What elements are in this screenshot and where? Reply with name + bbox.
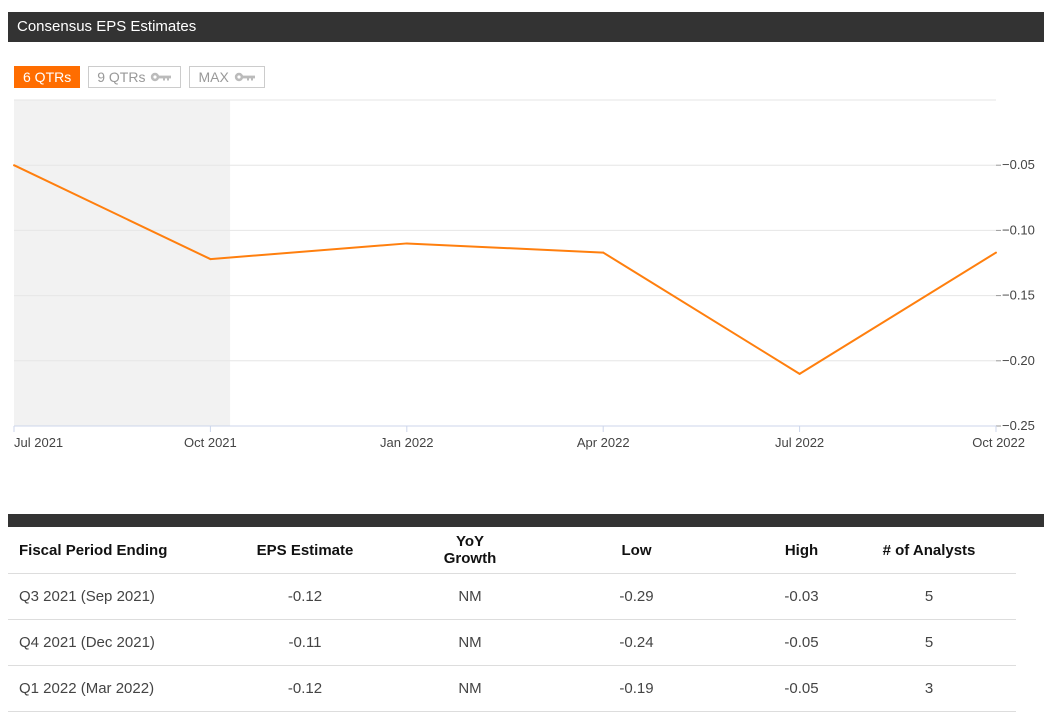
column-header-high: High <box>761 527 842 574</box>
yoy-growth-cell: NM <box>428 619 512 666</box>
data-point <box>995 251 997 254</box>
x-tick-label: Oct 2022 <box>972 435 1025 450</box>
low-cell: -0.24 <box>512 619 761 666</box>
range-button-9-qtrs[interactable]: 9 QTRs <box>88 66 182 88</box>
x-tick-label: Jul 2022 <box>775 435 824 450</box>
x-tick-label: Jan 2022 <box>380 435 434 450</box>
range-selector: 6 QTRs 9 QTRs MAX <box>14 66 265 88</box>
fiscal-period-cell: Q4 2021 (Dec 2021) <box>8 619 182 666</box>
column-header-fiscal-period: Fiscal Period Ending <box>8 527 182 574</box>
y-tick-label: −0.25 <box>1002 418 1035 433</box>
analysts-cell: 5 <box>842 573 1016 620</box>
chart-title: Consensus EPS Estimates <box>17 18 197 35</box>
key-icon <box>234 72 255 82</box>
column-header-yoy-growth: YoY Growth <box>428 527 512 574</box>
x-tick-label: Jul 2021 <box>14 435 63 450</box>
high-cell: -0.05 <box>761 619 842 666</box>
table-row: Q4 2021 (Dec 2021) -0.11 NM -0.24 -0.05 … <box>8 619 1016 666</box>
data-point <box>209 258 212 261</box>
column-header-analysts: # of Analysts <box>842 527 1016 574</box>
data-point <box>798 372 801 375</box>
series-line <box>13 164 997 375</box>
column-header-low: Low <box>512 527 761 574</box>
data-point <box>602 251 605 254</box>
fiscal-period-cell: Q3 2021 (Sep 2021) <box>8 573 182 620</box>
data-point <box>13 164 15 167</box>
range-button-label: MAX <box>198 69 229 85</box>
analysts-cell: 5 <box>842 619 1016 666</box>
y-tick-label: −0.15 <box>1002 288 1035 303</box>
analysts-cell: 3 <box>842 665 1016 712</box>
chart-header: Consensus EPS Estimates <box>8 12 1044 42</box>
table-row: Q1 2022 (Mar 2022) -0.12 NM -0.19 -0.05 … <box>8 665 1016 712</box>
eps-line-chart: −0.05 −0.10 −0.15 −0.20 −0.25 Jul 2021 Oct 202… <box>13 99 1035 450</box>
eps-estimate-cell: -0.12 <box>182 573 428 620</box>
range-button-label: 9 QTRs <box>97 69 146 85</box>
y-tick-label: −0.10 <box>1002 222 1035 237</box>
low-cell: -0.19 <box>512 665 761 712</box>
x-tick-label: Apr 2022 <box>577 435 630 450</box>
range-button-max[interactable]: MAX <box>189 66 265 88</box>
low-cell: -0.29 <box>512 573 761 620</box>
yoy-growth-cell: NM <box>428 665 512 712</box>
column-header-eps-estimate: EPS Estimate <box>182 527 428 574</box>
table-row: Q3 2021 (Sep 2021) -0.12 NM -0.29 -0.03 … <box>8 573 1016 620</box>
data-point <box>405 242 408 245</box>
range-button-label: 6 QTRs <box>23 69 72 85</box>
eps-estimates-table: Fiscal Period Ending EPS Estimate YoY Gr… <box>8 527 1016 712</box>
high-cell: -0.03 <box>761 573 842 620</box>
eps-estimate-cell: -0.12 <box>182 665 428 712</box>
history-shade <box>14 100 231 426</box>
eps-estimate-cell: -0.11 <box>182 619 428 666</box>
table-header-bar <box>8 514 1044 527</box>
high-cell: -0.05 <box>761 665 842 712</box>
fiscal-period-cell: Q1 2022 (Mar 2022) <box>8 665 182 712</box>
y-tick-label: −0.20 <box>1002 353 1035 368</box>
y-tick-label: −0.05 <box>1002 157 1035 172</box>
key-icon <box>151 72 172 82</box>
table-header-row: Fiscal Period Ending EPS Estimate YoY Gr… <box>8 527 1016 574</box>
yoy-growth-cell: NM <box>428 573 512 620</box>
range-button-6-qtrs[interactable]: 6 QTRs <box>14 66 81 88</box>
x-tick-label: Oct 2021 <box>184 435 237 450</box>
